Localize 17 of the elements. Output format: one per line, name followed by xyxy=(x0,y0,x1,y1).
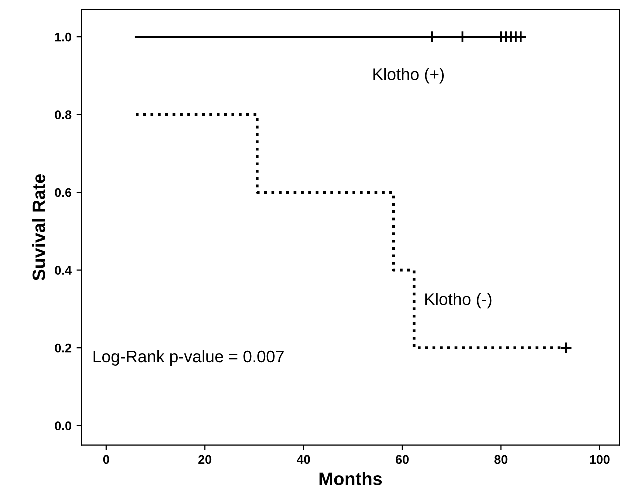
x-tick-label: 80 xyxy=(494,455,508,464)
y-tick-label: 0.6 xyxy=(55,188,72,198)
x-tick-label: 20 xyxy=(198,455,212,464)
y-tick-label: 1.0 xyxy=(55,32,72,42)
x-axis-title: Months xyxy=(320,472,382,486)
y-tick-label: 0.2 xyxy=(55,344,72,353)
x-tick-label: 40 xyxy=(297,455,310,464)
x-tick-label: 100 xyxy=(590,455,610,464)
y-tick-label: 0.0 xyxy=(55,422,72,430)
y-tick-label: 0.4 xyxy=(55,266,72,275)
y-axis-title: Suvival Rate xyxy=(32,174,46,281)
series-label: Klotho (+) xyxy=(374,68,444,84)
annotation: Log-Rank p-value = 0.007 xyxy=(94,350,284,366)
y-tick-label: 0.8 xyxy=(55,110,72,120)
x-tick-label: 60 xyxy=(396,455,409,464)
x-tick-label: 0 xyxy=(103,455,110,464)
series-label: Klotho (-) xyxy=(426,293,492,309)
